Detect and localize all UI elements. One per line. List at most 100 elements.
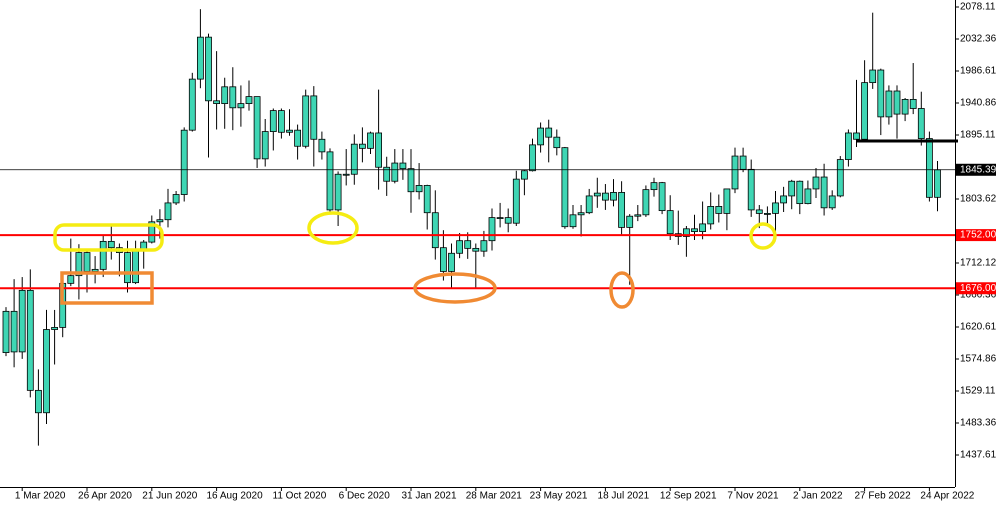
candle-body: [755, 209, 763, 214]
highlight-ellipse: [609, 271, 635, 309]
x-tick-label: 2 Jan 2022: [793, 491, 843, 502]
y-tick-label: 1437.61: [960, 450, 997, 461]
candle-body: [869, 69, 877, 84]
candle-body: [148, 221, 156, 243]
candle-body: [423, 185, 431, 214]
candle-body: [537, 127, 544, 146]
y-tick-label: 1529.11: [960, 386, 996, 397]
candle-body: [683, 228, 690, 237]
candle-body: [512, 178, 520, 224]
candle-body: [529, 144, 536, 172]
candle-body: [229, 86, 237, 109]
candle-body: [642, 189, 650, 216]
candle-body: [731, 155, 739, 190]
candle-body: [504, 217, 512, 224]
candle-body: [439, 247, 447, 272]
price-tag: [956, 163, 996, 176]
candle-body: [91, 268, 99, 272]
candle-body: [836, 159, 844, 197]
candle-body: [464, 240, 472, 249]
candle-body: [618, 192, 625, 228]
candle-body: [342, 173, 350, 176]
candle-body: [407, 168, 415, 193]
candle-body: [602, 192, 609, 201]
candle-body: [577, 212, 585, 216]
candle-body: [83, 252, 91, 272]
candle-body: [553, 136, 561, 149]
candle-body: [318, 138, 326, 153]
candle-body: [472, 247, 480, 252]
plot: [0, 9, 955, 446]
candle-body: [545, 127, 553, 138]
candle-body: [917, 108, 925, 139]
y-tick-label: 1712.12: [960, 258, 997, 269]
candle-body: [496, 217, 504, 220]
candle-body: [561, 147, 569, 228]
y-tick-label: 1940.86: [960, 98, 997, 109]
candle-body: [926, 138, 933, 198]
candle-body: [286, 129, 293, 133]
axis-labels: 2078.11 2032.36 1986.61 1940.86 1895.11 1803.…: [15, 2, 997, 502]
x-tick-label: 7 Nov 2021: [727, 491, 779, 502]
candle-body: [350, 143, 358, 175]
x-tick-label: 11 Oct 2020: [273, 491, 327, 502]
highlight-ellipse: [749, 222, 777, 250]
candle-body: [67, 275, 75, 284]
x-tick-label: 12 Sep 2021: [660, 491, 717, 502]
candle-body: [383, 166, 391, 182]
candle-body: [196, 36, 204, 80]
candle-body: [699, 223, 706, 232]
candle-body: [43, 329, 50, 414]
y-tick-label: 1574.86: [960, 354, 997, 365]
candle-body: [747, 168, 755, 211]
candle-body: [764, 213, 771, 215]
candle-body: [788, 180, 796, 197]
candle-body: [358, 143, 366, 149]
candle-body: [723, 188, 731, 214]
candle-body: [691, 228, 698, 232]
y-tick-label: 1620.61: [960, 322, 997, 333]
candle-body: [853, 132, 860, 140]
candle-body: [245, 96, 253, 104]
candle-body: [107, 240, 115, 249]
annotations: [53, 139, 958, 309]
candle-body: [521, 170, 528, 180]
candle-body: [666, 210, 674, 235]
candle-body: [221, 86, 229, 104]
candle-body: [610, 192, 617, 201]
candle-body: [205, 36, 212, 102]
candle-body: [585, 195, 593, 214]
y-tick-label: 1483.36: [960, 418, 997, 429]
candle-body: [415, 185, 423, 193]
candle-body: [391, 162, 399, 182]
candle-body: [294, 129, 302, 147]
candle-body: [650, 182, 658, 191]
candle-body: [885, 90, 893, 118]
x-tick-label: 24 Apr 2022: [920, 491, 974, 502]
candle-body: [375, 132, 383, 168]
candle-body: [431, 212, 439, 249]
x-tick-label: 31 Jan 2021: [401, 491, 456, 502]
candle-body: [124, 252, 131, 284]
candle-body: [10, 310, 18, 353]
candle-body: [812, 176, 820, 190]
candle-body: [75, 252, 83, 277]
y-tick-label: 2078.11: [960, 2, 996, 13]
candle-body: [99, 240, 107, 270]
candle-body: [893, 90, 901, 115]
x-tick-label: 18 Jul 2021: [598, 491, 650, 502]
y-tick-label: 1895.11: [960, 130, 996, 141]
candle-body: [796, 180, 804, 205]
candle-body: [480, 240, 488, 252]
candle-body: [780, 195, 787, 204]
y-tick-label: 1666.36: [960, 290, 997, 301]
candle-body: [772, 202, 779, 214]
candle-body: [261, 131, 269, 160]
y-tick-label: 1986.61: [960, 66, 997, 77]
candle-body: [909, 99, 917, 109]
highlight-box: [53, 223, 164, 252]
candle-body: [172, 194, 180, 204]
candle-body: [820, 176, 828, 209]
